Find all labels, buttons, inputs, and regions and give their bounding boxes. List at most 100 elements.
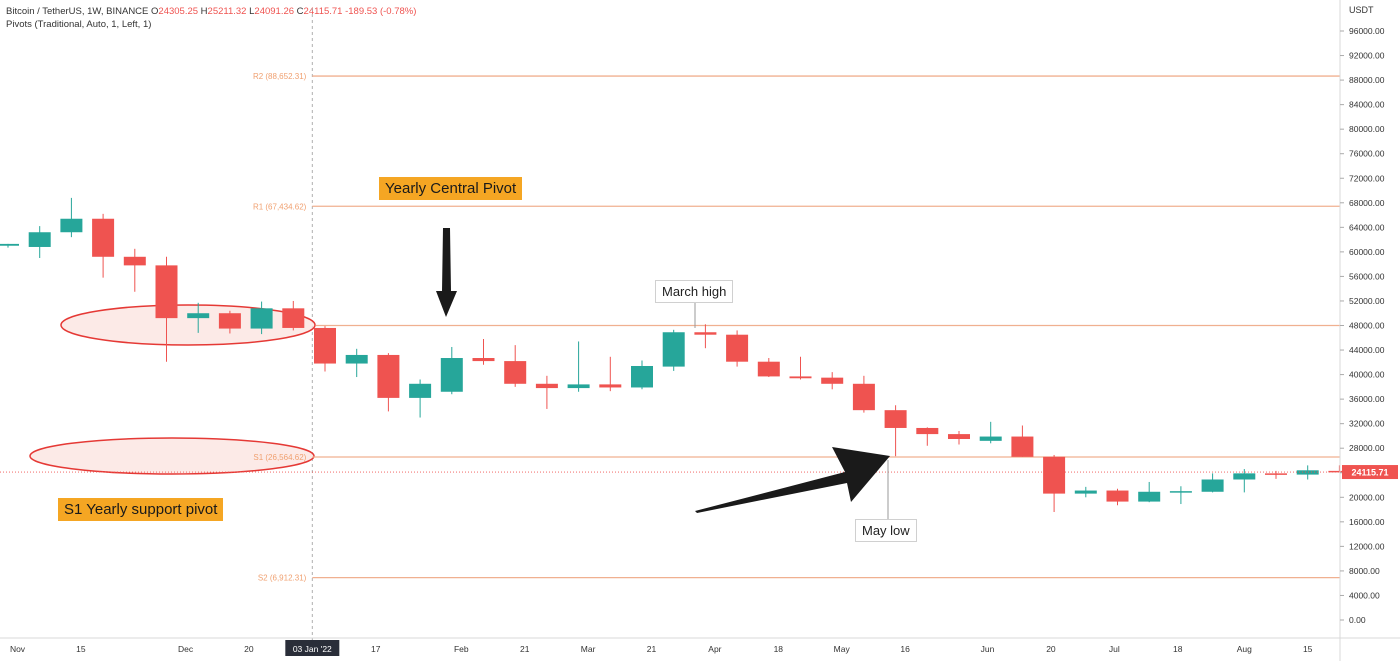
candle[interactable] [948,431,970,445]
candle-body [250,308,273,329]
candle[interactable] [821,372,844,390]
candle[interactable] [979,421,1002,444]
candle[interactable] [60,197,83,238]
y-tick-label: 56000.00 [1349,271,1385,281]
candle[interactable] [28,226,51,259]
candle-body [1011,436,1034,457]
x-tick-label: Apr [708,644,721,654]
candle[interactable] [852,375,875,413]
candle-body [821,377,844,384]
candle-body [314,327,336,364]
x-tick-label: Feb [454,644,469,654]
x-tick-label: 16 [900,644,910,654]
candle[interactable] [916,427,939,446]
candle-body [1043,456,1066,494]
candle[interactable] [504,345,527,387]
candle[interactable] [377,353,400,412]
candle-body [60,218,83,233]
symbol-name[interactable]: Bitcoin / TetherUS, 1W, BINANCE [6,6,149,17]
pivot-label-s2: S2 (6,912.31) [258,574,307,583]
candle-body [155,265,178,319]
symbol-header: Bitcoin / TetherUS, 1W, BINANCE O24305.2… [6,6,416,17]
candle-body [662,332,685,367]
candle[interactable] [1011,425,1034,457]
y-tick-label: 80000.00 [1349,124,1385,134]
candle-body [377,354,400,398]
candle[interactable] [599,356,622,392]
candle[interactable] [250,301,273,335]
candle[interactable] [1106,488,1129,506]
x-tick-label: 03 Jan '22 [293,644,332,654]
candle[interactable] [1233,469,1256,493]
candle-body [187,313,210,319]
y-tick-label: 28000.00 [1349,443,1385,453]
candle[interactable] [1074,486,1097,498]
candle[interactable] [567,341,590,392]
candle[interactable] [757,358,780,378]
candle[interactable] [345,348,368,378]
x-tick-label: 20 [1046,644,1056,654]
candle-body [282,308,305,328]
candle[interactable] [535,375,558,409]
candle[interactable] [123,248,146,292]
candle[interactable] [218,310,241,334]
y-tick-label: 16000.00 [1349,517,1385,527]
candle[interactable] [282,300,305,331]
candle-body [218,313,241,329]
candle-body [1138,491,1161,502]
candle[interactable] [472,338,495,365]
candle[interactable] [409,379,432,418]
y-tick-label: 84000.00 [1349,100,1385,110]
candle-body [1201,479,1224,492]
candle-body [92,218,115,257]
candle[interactable] [694,324,717,349]
march-high-callout: March high [655,280,734,303]
candle[interactable] [726,330,749,367]
s1-highlight-ellipse [29,437,315,475]
candle-body [535,383,558,389]
y-tick-label: 76000.00 [1349,149,1385,159]
x-tick-label: 17 [371,644,381,654]
candle-body [884,410,907,428]
candle-body [1296,470,1319,475]
candle[interactable] [1169,486,1192,505]
candle-body [409,383,432,398]
open-label: O [151,6,159,17]
candle[interactable] [314,326,336,372]
y-tick-label: 92000.00 [1349,51,1385,61]
x-tick-label: Jul [1109,644,1120,654]
candle[interactable] [631,360,653,390]
candle-body [1328,470,1351,473]
candle[interactable] [155,256,178,362]
low-label: L [249,6,255,17]
x-tick-label: Mar [581,644,596,654]
y-tick-label: 96000.00 [1349,26,1385,36]
close-value: 24115.71 [303,6,343,17]
central-pivot-callout: Yearly Central Pivot [379,177,523,200]
candle[interactable] [1328,465,1351,473]
candle[interactable] [1043,454,1066,513]
candle[interactable] [0,243,19,248]
indicator-legend[interactable]: Pivots (Traditional, Auto, 1, Left, 1) [6,19,152,30]
x-tick-label: 18 [1173,644,1183,654]
y-tick-label: 8000.00 [1349,566,1380,576]
candle-body [916,427,939,435]
y-tick-label: 60000.00 [1349,247,1385,257]
candle[interactable] [1138,481,1161,503]
candle[interactable] [884,405,907,457]
candle[interactable] [440,346,463,395]
candle-body [28,232,51,247]
candle[interactable] [92,213,115,278]
pivot-label-s1: S1 (26,564.62) [253,453,306,462]
candle-body [948,434,970,440]
candle-body [1106,490,1129,502]
pivot-label-r2: R2 (88,652.31) [253,72,307,81]
x-tick-label: Jun [981,644,995,654]
candle[interactable] [1201,473,1224,493]
candle[interactable] [187,302,210,333]
candle[interactable] [662,329,685,371]
candle[interactable] [789,356,812,380]
diagonal-arrow-icon [695,447,890,513]
candle[interactable] [1296,465,1319,480]
